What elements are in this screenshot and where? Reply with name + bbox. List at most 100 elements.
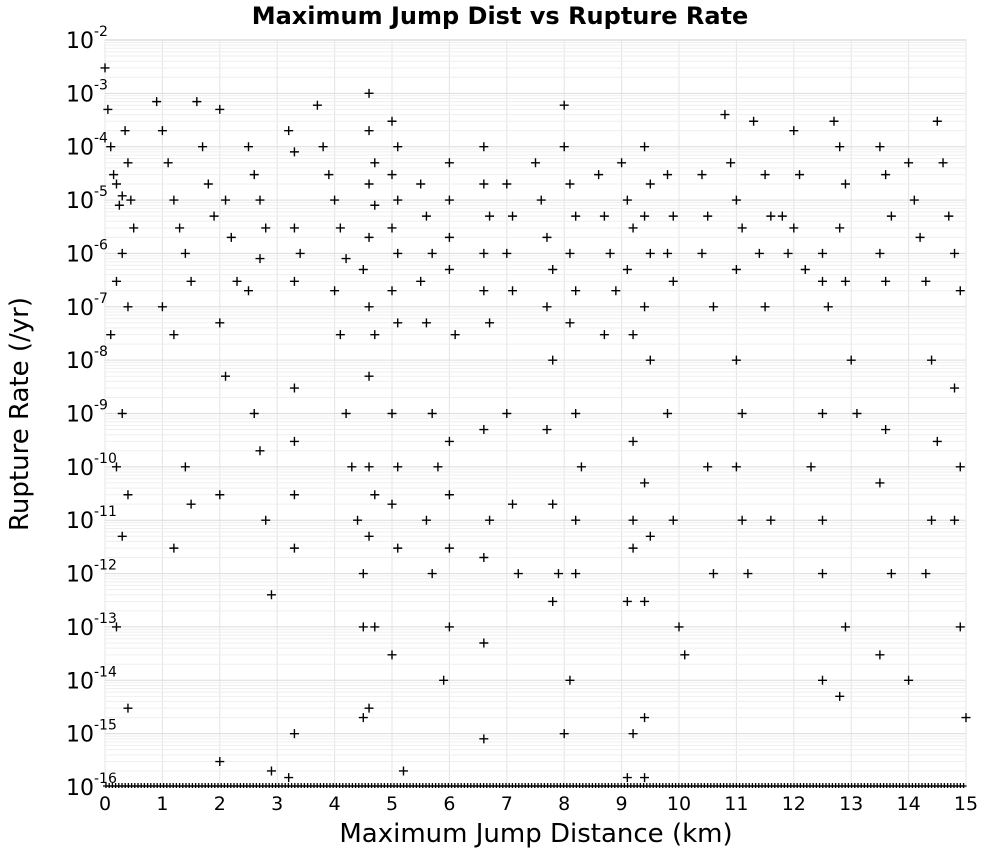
data-point bbox=[886, 569, 896, 579]
data-point bbox=[393, 142, 403, 152]
data-point bbox=[640, 596, 650, 606]
data-point bbox=[731, 264, 741, 274]
y-tick-exponent: -16 bbox=[94, 771, 117, 787]
y-tick-base: 10 bbox=[66, 82, 94, 107]
data-point bbox=[444, 490, 454, 500]
data-point bbox=[789, 126, 799, 136]
data-point bbox=[565, 318, 575, 328]
data-point bbox=[215, 318, 225, 328]
data-point bbox=[215, 104, 225, 114]
data-point bbox=[502, 248, 512, 258]
y-tick-base: 10 bbox=[66, 242, 94, 267]
data-point bbox=[950, 383, 960, 393]
y-tick-base: 10 bbox=[66, 403, 94, 428]
data-point bbox=[542, 232, 552, 242]
data-point bbox=[743, 569, 753, 579]
y-tick-exponent: -2 bbox=[94, 24, 108, 40]
data-point bbox=[370, 200, 380, 210]
y-tick-label: 10-7 bbox=[66, 291, 108, 321]
y-tick-label: 10-6 bbox=[66, 237, 108, 267]
y-tick-label: 10-16 bbox=[66, 771, 117, 801]
data-point bbox=[668, 276, 678, 286]
data-point bbox=[777, 211, 787, 221]
x-axis-label: Maximum Jump Distance (km) bbox=[339, 819, 732, 849]
y-tick-label: 10-2 bbox=[66, 24, 108, 54]
data-point bbox=[513, 569, 523, 579]
data-point bbox=[795, 170, 805, 180]
data-point bbox=[364, 302, 374, 312]
y-tick-exponent: -13 bbox=[94, 611, 117, 627]
y-tick-base: 10 bbox=[66, 349, 94, 374]
y-axis-label: Rupture Rate (/yr) bbox=[5, 297, 35, 531]
data-point bbox=[198, 142, 208, 152]
data-point bbox=[421, 318, 431, 328]
data-point bbox=[645, 248, 655, 258]
data-point bbox=[909, 195, 919, 205]
data-point bbox=[950, 515, 960, 525]
data-point bbox=[364, 232, 374, 242]
data-point bbox=[645, 355, 655, 365]
data-point bbox=[163, 158, 173, 168]
x-tick-label: 14 bbox=[897, 793, 921, 815]
data-point bbox=[221, 371, 231, 381]
y-tick-exponent: -12 bbox=[94, 558, 117, 574]
data-point bbox=[594, 170, 604, 180]
data-point bbox=[875, 478, 885, 488]
x-tick-label: 7 bbox=[501, 793, 513, 815]
data-point bbox=[950, 248, 960, 258]
data-point bbox=[645, 531, 655, 541]
y-tick-base: 10 bbox=[66, 29, 94, 54]
data-point bbox=[737, 409, 747, 418]
data-point bbox=[111, 179, 121, 189]
y-tick-label: 10-9 bbox=[66, 398, 108, 428]
data-point bbox=[818, 276, 827, 286]
data-point bbox=[387, 409, 397, 418]
data-point bbox=[192, 97, 202, 107]
y-tick-label: 10-15 bbox=[66, 718, 117, 748]
data-point bbox=[123, 703, 133, 713]
data-point bbox=[312, 100, 322, 110]
data-point bbox=[169, 543, 179, 553]
y-tick-exponent: -5 bbox=[94, 184, 108, 200]
data-point bbox=[760, 170, 770, 180]
data-point bbox=[261, 223, 271, 233]
y-axis-ticks: 10-210-310-410-510-610-710-810-910-1010-… bbox=[66, 24, 117, 801]
data-point bbox=[444, 622, 454, 632]
data-point bbox=[117, 248, 127, 258]
data-point bbox=[846, 355, 856, 365]
data-point bbox=[427, 569, 437, 579]
data-point bbox=[622, 596, 632, 606]
data-point bbox=[244, 142, 253, 152]
data-point bbox=[720, 110, 730, 120]
data-point bbox=[175, 223, 185, 233]
data-point bbox=[347, 462, 357, 472]
data-point bbox=[904, 158, 914, 168]
data-point bbox=[209, 211, 219, 221]
data-point bbox=[628, 330, 638, 340]
data-point bbox=[766, 515, 776, 525]
data-point bbox=[421, 515, 431, 525]
grid-lines bbox=[104, 40, 967, 788]
data-point bbox=[663, 170, 673, 180]
data-point bbox=[232, 276, 242, 286]
data-point bbox=[485, 211, 495, 221]
data-point bbox=[387, 286, 397, 296]
data-point bbox=[640, 478, 650, 488]
y-tick-base: 10 bbox=[66, 776, 94, 801]
data-point bbox=[628, 223, 638, 233]
y-tick-exponent: -10 bbox=[94, 451, 117, 467]
data-point bbox=[479, 179, 489, 189]
data-point bbox=[760, 302, 770, 312]
data-point bbox=[840, 622, 850, 632]
data-point bbox=[617, 158, 627, 168]
y-tick-exponent: -14 bbox=[94, 664, 117, 680]
y-tick-exponent: -3 bbox=[94, 77, 108, 93]
data-point bbox=[226, 232, 236, 242]
data-point bbox=[565, 675, 575, 685]
data-point bbox=[120, 126, 130, 136]
data-point bbox=[324, 170, 334, 180]
y-tick-base: 10 bbox=[66, 189, 94, 214]
data-point bbox=[221, 195, 231, 205]
data-point bbox=[109, 170, 119, 180]
data-point bbox=[502, 409, 512, 418]
